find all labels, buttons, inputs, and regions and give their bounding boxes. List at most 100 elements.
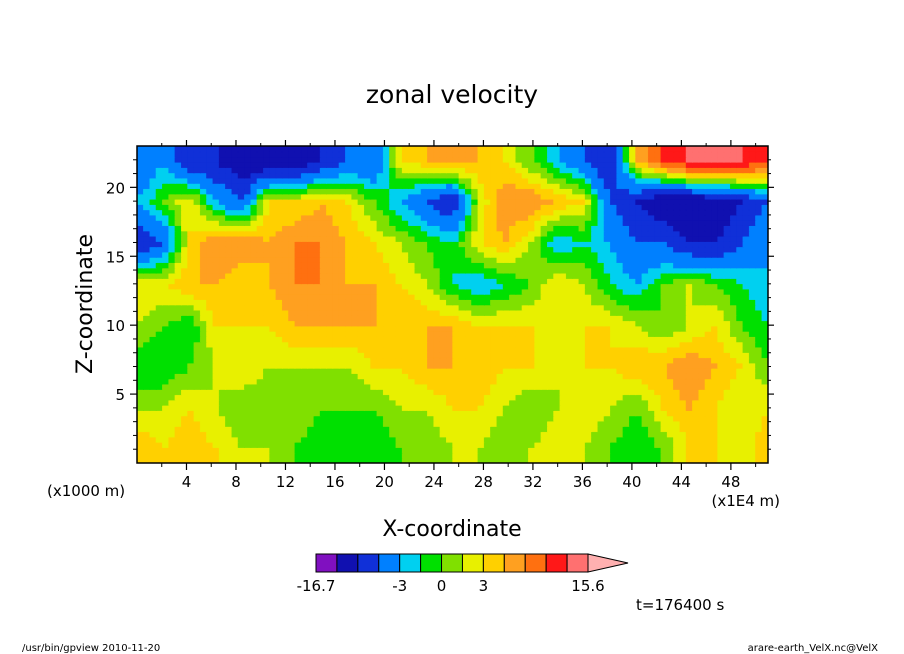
field-cell	[225, 425, 233, 433]
field-cell	[414, 203, 422, 211]
field-cell	[433, 420, 441, 427]
field-cell	[332, 262, 340, 269]
field-cell	[231, 441, 239, 448]
field-cell	[717, 373, 725, 380]
field-cell	[597, 415, 605, 422]
field-cell	[622, 230, 630, 237]
field-cell	[281, 378, 290, 385]
field-cell	[351, 262, 359, 269]
field-cell	[433, 198, 441, 205]
field-cell	[446, 367, 454, 374]
field-cell	[256, 251, 264, 258]
field-cell	[395, 330, 403, 337]
field-cell	[288, 378, 296, 385]
field-cell	[307, 425, 315, 433]
field-cell	[281, 394, 290, 401]
field-cell	[427, 256, 435, 263]
field-cell	[528, 235, 536, 242]
field-cell	[351, 394, 359, 401]
field-cell	[414, 330, 422, 337]
field-cell	[692, 246, 700, 253]
field-cell	[666, 230, 675, 237]
field-cell	[244, 373, 252, 380]
field-cell	[199, 357, 208, 364]
field-cell	[711, 251, 719, 258]
field-cell	[685, 378, 694, 385]
field-cell	[326, 388, 334, 396]
field-cell	[578, 277, 586, 285]
field-cell	[610, 309, 618, 316]
field-cell	[187, 235, 195, 242]
field-cell	[736, 325, 744, 332]
field-cell	[685, 383, 694, 390]
field-cell	[660, 362, 668, 369]
field-cell	[647, 240, 656, 248]
field-cell	[174, 314, 182, 322]
field-cell	[729, 225, 738, 232]
field-cell	[162, 446, 170, 454]
field-cell	[357, 246, 365, 253]
field-cell	[420, 230, 429, 237]
field-cell	[187, 283, 195, 290]
field-cell	[704, 346, 712, 353]
field-cell	[584, 436, 593, 443]
field-cell	[528, 452, 536, 459]
field-cell	[193, 299, 201, 306]
field-cell	[364, 320, 372, 327]
field-cell	[256, 388, 264, 396]
field-cell	[471, 383, 479, 390]
field-cell	[622, 246, 630, 253]
field-cell	[231, 267, 239, 274]
field-cell	[319, 277, 328, 285]
field-cell	[256, 336, 264, 343]
field-cell	[395, 446, 403, 454]
field-cell	[673, 410, 681, 417]
field-cell	[439, 373, 447, 380]
field-cell	[736, 373, 744, 380]
field-cell	[319, 373, 328, 380]
field-cell	[673, 225, 681, 232]
field-cell	[225, 357, 233, 364]
field-cell	[364, 404, 372, 411]
field-cell	[370, 240, 378, 248]
field-cell	[692, 410, 700, 417]
field-cell	[584, 367, 593, 374]
field-cell	[647, 262, 656, 269]
field-cell	[464, 299, 473, 306]
field-cell	[275, 357, 283, 364]
field-cell	[666, 410, 675, 417]
field-cell	[345, 336, 353, 343]
field-cell	[250, 373, 258, 380]
field-cell	[622, 410, 630, 417]
field-cell	[364, 346, 372, 353]
field-cell	[187, 262, 195, 269]
field-cell	[433, 441, 441, 448]
field-cell	[155, 388, 163, 396]
field-cell	[572, 425, 580, 433]
field-cell	[263, 415, 271, 422]
field-cell	[370, 373, 378, 380]
field-cell	[717, 351, 725, 359]
field-cell	[395, 214, 403, 221]
field-cell	[300, 341, 309, 348]
field-cell	[446, 399, 454, 406]
field-cell	[458, 425, 466, 433]
field-cell	[351, 246, 359, 253]
field-cell	[149, 425, 157, 433]
field-cell	[174, 373, 182, 380]
field-cell	[218, 320, 227, 327]
field-cell	[565, 357, 574, 364]
field-cell	[376, 209, 384, 216]
field-cell	[515, 314, 523, 322]
field-cell	[256, 367, 264, 374]
field-cell	[736, 225, 744, 232]
field-cell	[162, 336, 170, 343]
field-cell	[471, 283, 479, 290]
field-cell	[288, 388, 296, 396]
field-cell	[547, 198, 555, 205]
field-cell	[250, 235, 258, 242]
field-cell	[269, 436, 277, 443]
field-cell	[717, 362, 725, 369]
field-cell	[281, 441, 290, 448]
field-cell	[218, 219, 227, 226]
